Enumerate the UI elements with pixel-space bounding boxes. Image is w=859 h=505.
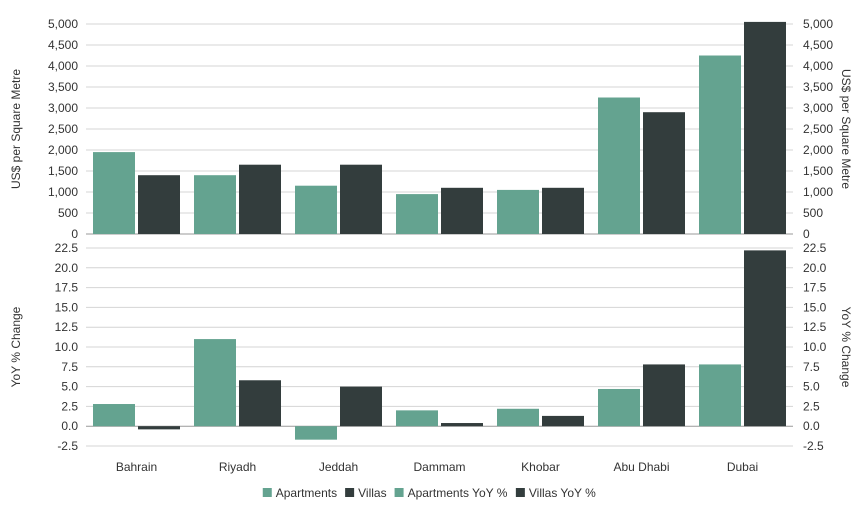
yoy-right-tick-label: 17.5	[803, 281, 827, 295]
price-right-tick-label: 500	[803, 206, 823, 220]
category-label: Bahrain	[116, 460, 157, 474]
yoy-villas-bar	[643, 364, 685, 427]
price-villas-bar	[340, 164, 382, 234]
price-left-tick-label: 1,500	[48, 164, 78, 178]
price-apartments-bar	[699, 55, 741, 234]
price-apartments-bar	[194, 175, 236, 234]
price-right-axis-title: US$ per Square Metre	[839, 69, 853, 189]
yoy-left-tick-label: 5.0	[61, 380, 78, 394]
category-label: Dubai	[727, 460, 758, 474]
price-panel: 0 0 500 500 1,000 1,000 1,500 1,500 2,000 2,000 2,…	[9, 17, 853, 241]
price-left-tick-label: 4,000	[48, 59, 78, 73]
category-label: Khobar	[521, 460, 560, 474]
yoy-right-tick-label: 15.0	[803, 300, 827, 314]
yoy-apartments-bar	[699, 364, 741, 427]
price-left-tick-label: 2,500	[48, 122, 78, 136]
yoy-right-tick-label: 20.0	[803, 261, 827, 275]
price-apartments-bar	[93, 152, 135, 234]
yoy-left-tick-label: 22.5	[55, 241, 79, 255]
price-apartments-bar	[598, 97, 640, 234]
price-right-tick-label: 2,000	[803, 143, 833, 157]
yoy-left-tick-label: 10.0	[55, 340, 79, 354]
price-villas-bar	[239, 164, 281, 234]
yoy-left-tick-label: 17.5	[55, 281, 79, 295]
category-label: Riyadh	[219, 460, 256, 474]
yoy-villas-bar	[744, 250, 786, 427]
price-apartments-bar	[497, 189, 539, 234]
price-left-tick-label: 0	[71, 227, 78, 241]
yoy-left-axis-title: YoY % Change	[9, 306, 23, 387]
yoy-left-tick-label: 2.5	[61, 399, 78, 413]
price-right-tick-label: 2,500	[803, 122, 833, 136]
price-apartments-bar	[295, 185, 337, 234]
price-villas-bar	[744, 21, 786, 235]
legend-swatch	[345, 488, 355, 497]
yoy-right-axis-title: YoY % Change	[839, 307, 853, 388]
category-label: Jeddah	[319, 460, 358, 474]
price-right-tick-label: 0	[803, 227, 810, 241]
yoy-villas-bar	[542, 415, 584, 427]
price-right-tick-label: 1,000	[803, 185, 833, 199]
price-right-tick-label: 3,500	[803, 80, 833, 94]
price-left-axis-title: US$ per Square Metre	[9, 69, 23, 189]
yoy-apartments-bar	[295, 426, 337, 440]
legend-swatch	[515, 488, 525, 497]
price-left-tick-label: 3,500	[48, 80, 78, 94]
yoy-left-tick-label: 0.0	[61, 419, 78, 433]
price-left-tick-label: 1,000	[48, 185, 78, 199]
yoy-villas-bar	[441, 423, 483, 427]
yoy-right-tick-label: 12.5	[803, 320, 827, 334]
yoy-apartments-bar	[497, 408, 539, 427]
legend-swatch	[262, 488, 272, 497]
legend-label: Apartments YoY %	[408, 486, 508, 500]
yoy-right-tick-label: 5.0	[803, 380, 820, 394]
yoy-left-tick-label: 12.5	[55, 320, 79, 334]
yoy-left-tick-label: 20.0	[55, 261, 79, 275]
yoy-right-tick-label: 7.5	[803, 360, 820, 374]
category-label: Dammam	[413, 460, 465, 474]
legend-swatch	[394, 488, 404, 497]
price-villas-bar	[138, 175, 180, 234]
price-right-tick-label: 4,000	[803, 59, 833, 73]
yoy-panel: -2.5 -2.5 0.0 0.0 2.5 2.5 5.0 5.0 7.5 7.5 10.0 10.0…	[9, 241, 853, 453]
yoy-apartments-bar	[93, 404, 135, 427]
yoy-villas-bar	[239, 380, 281, 427]
legend: Apartments Villas Apartments YoY % Villas Y…	[262, 486, 596, 500]
legend-label: Villas	[358, 486, 386, 500]
yoy-right-tick-label: 0.0	[803, 419, 820, 433]
yoy-villas-bar	[340, 386, 382, 427]
yoy-right-tick-label: -2.5	[803, 439, 824, 453]
legend-label: Villas YoY %	[529, 486, 596, 500]
price-right-tick-label: 1,500	[803, 164, 833, 178]
price-left-tick-label: 5,000	[48, 17, 78, 31]
price-right-tick-label: 4,500	[803, 38, 833, 52]
yoy-villas-bar	[138, 426, 180, 430]
legend-label: Apartments	[276, 486, 337, 500]
price-villas-bar	[441, 187, 483, 234]
yoy-apartments-bar	[194, 339, 236, 427]
category-label: Abu Dhabi	[613, 460, 669, 474]
yoy-right-tick-label: 2.5	[803, 399, 820, 413]
yoy-left-tick-label: 15.0	[55, 300, 79, 314]
yoy-left-tick-label: -2.5	[57, 439, 78, 453]
yoy-left-tick-label: 7.5	[61, 360, 78, 374]
price-villas-bar	[542, 187, 584, 234]
price-left-tick-label: 2,000	[48, 143, 78, 157]
price-left-tick-label: 3,000	[48, 101, 78, 115]
category-axis: Bahrain Riyadh Jeddah Dammam Khobar Abu Dhabi…	[116, 460, 758, 474]
yoy-right-tick-label: 22.5	[803, 241, 827, 255]
price-villas-bar	[643, 112, 685, 234]
price-apartments-bar	[396, 194, 438, 234]
yoy-apartments-bar	[396, 410, 438, 427]
price-right-tick-label: 5,000	[803, 17, 833, 31]
price-left-tick-label: 500	[58, 206, 78, 220]
price-right-tick-label: 3,000	[803, 101, 833, 115]
yoy-apartments-bar	[598, 388, 640, 427]
price-left-tick-label: 4,500	[48, 38, 78, 52]
yoy-right-tick-label: 10.0	[803, 340, 827, 354]
